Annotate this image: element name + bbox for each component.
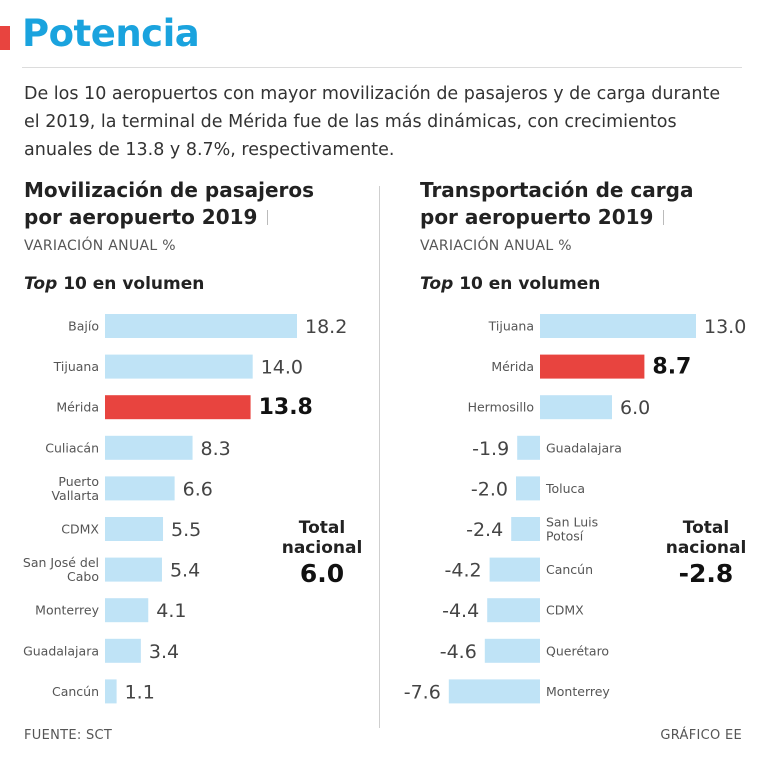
cargo-title-line2: por aeropuerto 2019 <box>420 205 654 229</box>
passengers-title-line2: por aeropuerto 2019 <box>24 205 258 229</box>
cargo-bar <box>540 395 612 420</box>
cargo-bar <box>448 679 540 704</box>
cargo-value-label: -2.4 <box>466 519 503 541</box>
passengers-bar <box>105 314 297 338</box>
passengers-top-word: Top <box>24 274 58 294</box>
cargo-top-rest: 10 en volumen <box>459 274 601 294</box>
passengers-category-label: San José del Cabo <box>23 555 99 584</box>
cargo-bar <box>484 638 540 663</box>
cargo-bar <box>511 517 540 541</box>
cargo-category-label: Monterrey <box>546 684 610 699</box>
passengers-bar <box>105 517 164 541</box>
passengers-category-label: Guadalajara <box>23 643 99 658</box>
panel-divider <box>379 186 380 728</box>
passengers-value-label: 3.4 <box>149 641 179 663</box>
cargo-title-line1: Transportación de carga <box>420 178 694 202</box>
passengers-value-label: 13.8 <box>259 395 313 420</box>
passengers-category-label: Monterrey <box>35 603 99 618</box>
cargo-bar <box>540 354 645 379</box>
cargo-bar <box>540 314 696 338</box>
passengers-total-label-2: nacional <box>281 538 363 558</box>
passengers-value-label: 5.4 <box>170 560 200 582</box>
passengers-category-label: Cancún <box>52 684 99 699</box>
cargo-total-value: -2.8 <box>678 559 734 588</box>
passengers-total-label-1: Total <box>298 518 346 538</box>
passengers-bar <box>105 679 117 704</box>
cargo-category-label: Querétaro <box>546 643 609 658</box>
passengers-value-label: 18.2 <box>305 316 347 338</box>
cargo-category-label: Mérida <box>491 359 534 374</box>
passengers-top10-label: Top 10 en volumen <box>24 274 204 294</box>
cargo-total: Total nacional -2.8 <box>646 518 766 590</box>
passengers-title-line1: Movilización de pasajeros <box>24 178 315 202</box>
passengers-category-label: Tijuana <box>53 359 99 374</box>
cargo-chart-title: Transportación de carga por aeropuerto 2… <box>420 177 693 231</box>
cargo-value-label: -1.9 <box>472 438 509 460</box>
title-tick <box>663 210 665 225</box>
passengers-value-label: 5.5 <box>171 519 201 541</box>
passengers-category-label: Bajío <box>68 319 99 334</box>
passengers-bar <box>105 598 149 623</box>
cargo-bar <box>487 598 540 623</box>
passengers-value-label: 6.6 <box>183 478 213 500</box>
cargo-category-label: Tijuana <box>488 319 534 334</box>
passengers-total: Total nacional 6.0 <box>262 518 382 590</box>
passengers-value-label: 8.3 <box>201 438 231 460</box>
passengers-bar <box>105 638 141 663</box>
cargo-category-label: Toluca <box>545 481 585 496</box>
page-title: Potencia <box>22 12 200 55</box>
graphic-credit: GRÁFICO EE <box>660 728 742 743</box>
cargo-value-label: 8.7 <box>652 355 691 380</box>
cargo-bar <box>516 476 540 501</box>
title-rule <box>22 67 742 68</box>
passengers-chart-title: Movilización de pasajeros por aeropuerto… <box>24 177 314 231</box>
passengers-subtitle: VARIACIÓN ANUAL % <box>24 238 176 254</box>
intro-text: De los 10 aeropuertos con mayor moviliza… <box>24 84 721 160</box>
passengers-value-label: 4.1 <box>156 600 186 622</box>
cargo-value-label: -7.6 <box>404 681 441 703</box>
cargo-total-label-1: Total <box>682 518 730 538</box>
passengers-total-value: 6.0 <box>299 559 345 588</box>
passengers-category-label: CDMX <box>61 522 99 537</box>
cargo-subtitle: VARIACIÓN ANUAL % <box>420 238 572 254</box>
cargo-category-label: San Luis Potosí <box>546 515 598 544</box>
title-tick <box>267 210 269 225</box>
cargo-top10-label: Top 10 en volumen <box>420 274 600 294</box>
cargo-bar <box>517 435 540 460</box>
cargo-category-label: Hermosillo <box>468 400 534 415</box>
passengers-bar <box>105 557 162 582</box>
cargo-value-label: -4.2 <box>445 560 482 582</box>
cargo-value-label: -2.0 <box>471 478 508 500</box>
cargo-value-label: -4.6 <box>440 641 477 663</box>
cargo-total-label-2: nacional <box>665 538 747 558</box>
passengers-category-label: Mérida <box>56 400 99 415</box>
passengers-bar <box>105 395 251 420</box>
passengers-value-label: 1.1 <box>125 681 155 703</box>
passengers-bar <box>105 354 253 379</box>
passengers-value-label: 14.0 <box>261 357 303 379</box>
accent-bar <box>0 26 10 50</box>
cargo-category-label: Guadalajara <box>546 440 622 455</box>
cargo-category-label: Cancún <box>546 562 593 577</box>
passengers-category-label: Puerto Vallarta <box>51 474 99 503</box>
passengers-category-label: Culiacán <box>45 440 99 455</box>
cargo-value-label: 6.0 <box>620 397 650 419</box>
passengers-top-rest: 10 en volumen <box>63 274 205 294</box>
passengers-bar <box>105 476 175 501</box>
passengers-bar <box>105 435 193 460</box>
cargo-category-label: CDMX <box>546 603 584 618</box>
source-note: FUENTE: SCT <box>24 728 113 743</box>
cargo-top-word: Top <box>420 274 454 294</box>
cargo-value-label: -4.4 <box>442 600 479 622</box>
cargo-value-label: 13.0 <box>704 316 746 338</box>
cargo-bar <box>489 557 540 582</box>
